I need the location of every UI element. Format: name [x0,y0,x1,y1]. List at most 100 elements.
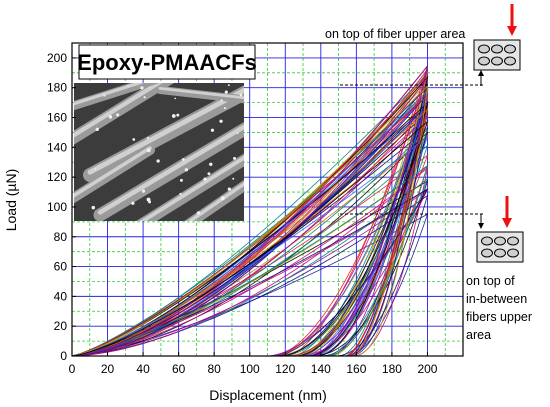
load-curve [72,135,429,356]
sem-fiber-highlight [74,83,163,138]
plot-frame [71,42,464,357]
sem-particle [227,84,230,87]
sem-fiber-highlight [74,146,152,198]
fiber-circle [494,248,506,258]
load-curve [72,65,428,356]
sem-particle [232,177,235,180]
sem-particle [210,128,215,132]
sem-fiber [156,86,244,104]
x-tick-label: 100 [240,362,260,376]
fiber-circle [504,56,516,66]
sem-particle [207,172,211,176]
sem-particle [219,119,223,123]
sem-particle [143,96,146,99]
indenter-arrow-icon [502,218,512,228]
sem-particle [127,84,130,87]
load-curve [72,94,428,356]
fiber-circle [481,248,493,258]
x-tick-label: 140 [311,362,331,376]
y-tick-label: 120 [47,170,67,184]
arrow-up-icon [478,70,484,76]
load-curve [72,89,429,356]
fiber-circle [494,236,506,246]
title-box: Epoxy-PMAACFs [77,44,257,80]
annotation-between-line-1: on top of [466,274,515,288]
sem-particle [108,115,113,119]
load-curve [72,69,428,356]
sem-particle [116,113,120,117]
load-curve [72,120,429,356]
annotation-between-line-2: in-between [466,292,527,306]
x-tick-label: 160 [346,362,366,376]
sem-particle [227,187,232,191]
x-axis-label: Displacement (nm) [209,387,326,403]
sem-particle [196,211,201,215]
load-curve [72,77,428,356]
sem-particle [103,94,106,97]
x-tick-label: 20 [101,362,115,376]
load-curve [72,84,429,356]
sem-particle [233,156,237,160]
x-tick-label: 40 [136,362,150,376]
fiber-circle [478,56,490,66]
fiber-circle [507,236,519,246]
y-tick-label: 100 [47,200,67,214]
sem-fibers [74,83,244,221]
annotation-between-line-3: fibers upper [466,310,532,324]
sem-fiber-highlight [87,87,244,175]
y-tick-label: 200 [47,51,67,65]
sem-fiber [83,85,244,182]
y-tick-label: 160 [47,111,67,125]
sem-fiber [74,83,160,111]
y-tick-label: 140 [47,140,67,154]
load-curve [72,188,428,356]
sem-particle [209,162,213,166]
y-tick-label: 60 [54,260,68,274]
fiber-circle [504,44,516,54]
fiber-circle [491,56,503,66]
y-axis-label: Load (µN) [3,169,19,232]
sem-fiber-highlight [139,155,244,221]
sem-particle [176,113,180,117]
sem-particle [174,97,177,100]
sem-particle [140,86,144,90]
sem-fiber-highlight [158,87,244,100]
fiber-circle [481,236,493,246]
sem-particle [220,99,223,102]
load-curve [72,167,429,356]
sem-particle [223,107,227,110]
x-tick-label: 120 [275,362,295,376]
sem-particle [171,114,176,118]
y-tick-label: 40 [54,289,68,303]
sem-particle [184,168,189,172]
chart-title: Epoxy-PMAACFs [77,50,257,75]
load-curve [72,108,429,356]
x-tick-label: 0 [69,362,76,376]
y-tick-label: 180 [47,81,67,95]
sem-particle [132,138,136,141]
annotation-fiber-top: on top of fiber upper area [325,27,465,41]
indenter-arrow-icon [507,26,517,36]
sem-particle [224,90,228,94]
sem-particle [131,201,135,205]
x-axis: 0 20 40 60 80 100 120 140 160 180 200 [69,352,438,376]
sem-fiber-highlight [74,83,145,106]
sem-particle [91,205,96,210]
load-curve [72,94,429,356]
sem-particle [179,192,182,196]
load-curve [72,101,429,356]
sem-inset [74,83,244,221]
fiber-circle [507,248,519,258]
sem-particle [236,132,239,134]
sem-particle [146,148,151,153]
annotations: on top of fiber upper area on top of in-… [325,4,532,342]
x-tick-label: 80 [208,362,222,376]
sem-particle [203,177,207,181]
sem-particle [147,136,150,139]
load-curve [72,164,429,356]
y-tick-label: 0 [60,349,67,363]
sem-particle [239,93,243,97]
sem-fiber-highlight [97,124,244,215]
load-displacement-curves [72,65,429,356]
y-tick-label: 80 [54,230,68,244]
